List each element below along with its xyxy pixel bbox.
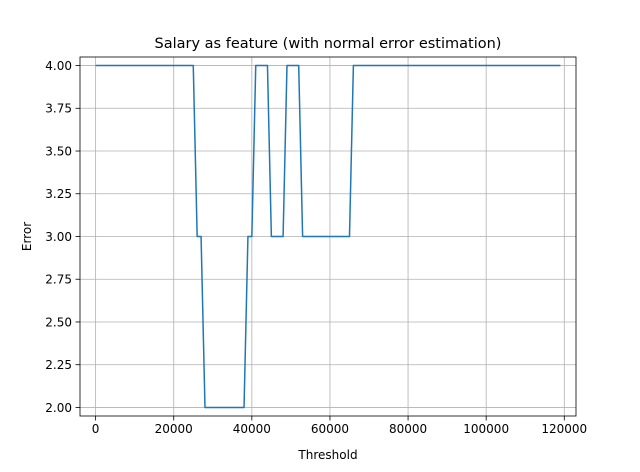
y-tick-label: 2.75 <box>45 273 72 287</box>
x-tick-label: 80000 <box>389 422 427 436</box>
y-tick-label: 3.50 <box>45 144 72 158</box>
y-tick-label: 3.00 <box>45 230 72 244</box>
x-axis-title: Threshold <box>297 448 357 462</box>
series-line <box>95 64 561 409</box>
y-tick-label: 2.50 <box>45 315 72 329</box>
chart-title: Salary as feature (with normal error est… <box>155 36 502 52</box>
y-tick-label: 2.25 <box>45 358 72 372</box>
x-tick-label: 120000 <box>541 422 587 436</box>
grid <box>80 57 576 416</box>
x-tick-label: 20000 <box>155 422 193 436</box>
x-tick-label: 100000 <box>463 422 509 436</box>
x-tick-label: 0 <box>92 422 100 436</box>
ticks: 0 20000 40000 60000 80000 100000 120000 2.00 2.2… <box>45 59 587 436</box>
series-layer <box>95 64 561 409</box>
y-tick-label: 4.00 <box>45 59 72 73</box>
y-axis-title: Error <box>20 222 34 251</box>
y-tick-label: 3.25 <box>45 187 72 201</box>
x-tick-label: 40000 <box>233 422 271 436</box>
x-tick-label: 60000 <box>311 422 349 436</box>
y-tick-label: 2.00 <box>45 401 72 415</box>
y-tick-label: 3.75 <box>45 102 72 116</box>
